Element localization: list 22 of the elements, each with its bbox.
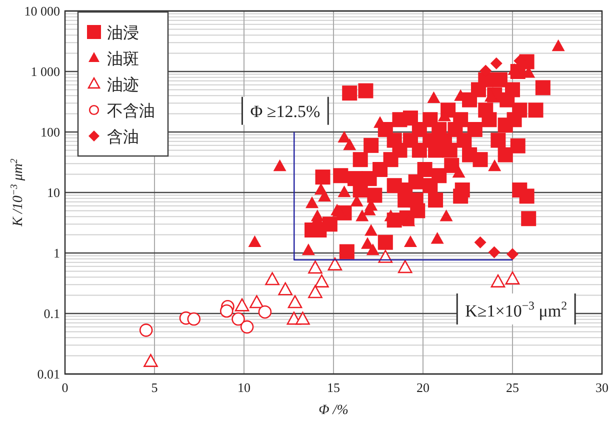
y-tick-label: 1 xyxy=(54,246,60,260)
x-axis-title: Φ /% xyxy=(318,403,348,418)
y-tick-label: 10 xyxy=(47,185,60,200)
y-tick-label: 0.01 xyxy=(37,366,60,382)
y-tick-label: 10 000 xyxy=(24,4,60,18)
y-tick-label: 1 000 xyxy=(30,64,60,79)
x-tick-label: 30 xyxy=(596,380,608,395)
legend-label: 油斑 xyxy=(107,50,139,68)
x-tick-label: 5 xyxy=(151,380,158,395)
x-tick-label: 25 xyxy=(506,380,519,395)
annotation: Φ ≥12.5% xyxy=(250,102,320,121)
x-tick-label: 15 xyxy=(327,380,340,395)
legend-label: 油浸 xyxy=(107,24,139,42)
annotation: K≥1×10$^{−3}$ μm$^{2}$ xyxy=(465,298,568,320)
x-tick-label: 0 xyxy=(62,380,68,395)
x-tick-label: 20 xyxy=(416,380,430,395)
legend-label: 油迹 xyxy=(107,76,139,94)
y-tick-label: 0.1 xyxy=(44,306,60,321)
y-tick-label: 100 xyxy=(40,124,60,140)
x-tick-label: 10 xyxy=(238,380,250,395)
legend-label: 含油 xyxy=(107,128,139,146)
legend-label: 不含油 xyxy=(107,102,155,120)
